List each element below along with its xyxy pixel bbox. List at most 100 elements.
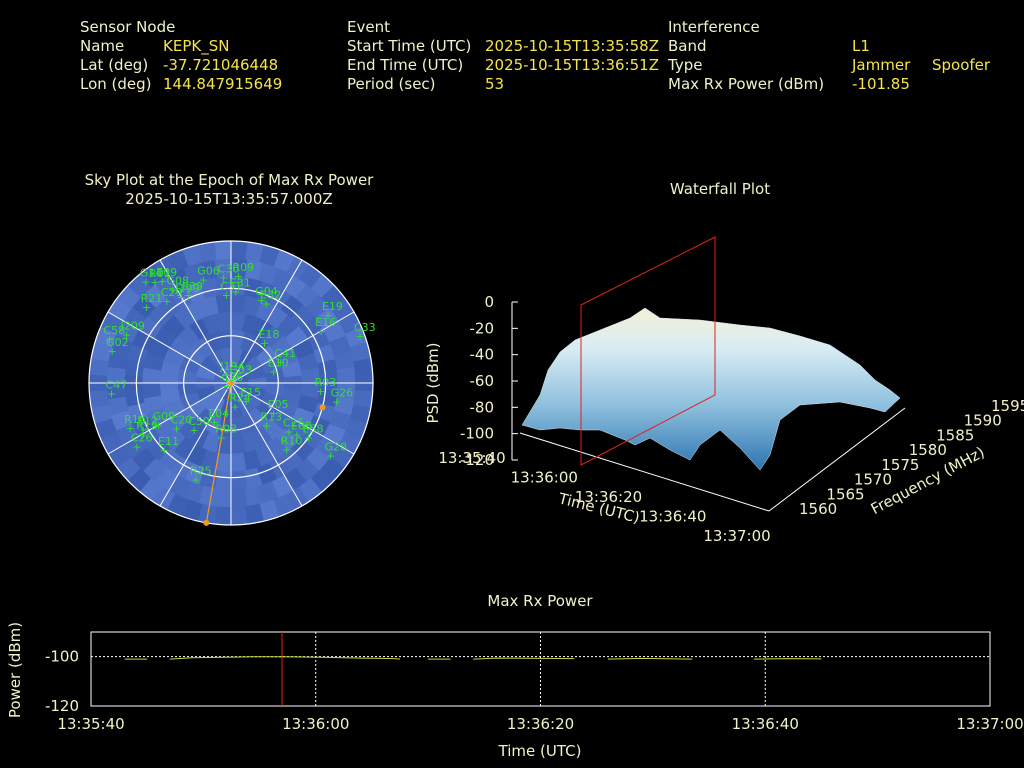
satellite-label: G04 [255,285,278,298]
satellite-marker: + [172,423,181,436]
interference-band-value: L1 [852,37,870,55]
satellite-marker: + [234,270,243,283]
satellite-marker: + [189,424,198,437]
waterfall-time-tick-label: 13:36:20 [575,488,642,506]
satellite-marker: + [177,291,186,304]
skyplot-tile [89,358,109,376]
interference-type-spoofer: Spoofer [932,56,991,74]
skyplot-tile [231,294,247,314]
maxrx-series-segment [753,658,822,660]
skyplot-tile [258,262,279,285]
skyplot-tile [276,428,299,451]
satellite-marker: + [219,272,228,285]
skyplot-tile [218,399,231,419]
skyplot-tile [214,258,231,278]
satellite-marker: + [276,356,285,369]
skyplot-tile [231,417,245,437]
skyplot-tile [200,391,220,411]
satellite-marker: + [150,276,159,289]
skyplot-tile [256,345,278,366]
satellite-label: G14 [140,266,163,279]
skyplot-tile [215,452,231,472]
skyplot-max-point [203,519,210,526]
skyplot-tile [297,395,319,414]
satellite-label: E16 [315,316,336,329]
satellite-marker: + [199,273,208,286]
skyplot-tile [100,312,124,334]
skyplot-tile [147,304,171,328]
skyplot-tile [231,347,244,367]
skyplot-tile [91,404,112,424]
satellite-label: R24 [229,391,251,404]
skyplot-tile [178,325,200,348]
event-period-label: Period (sec) [347,75,436,93]
skyplot-tile [323,423,346,446]
satellite-label: C20 [171,414,193,427]
skyplot-tile [184,345,206,366]
waterfall-freq-tick-label: 1565 [826,485,864,503]
satellite-label: E19 [322,300,343,313]
skyplot-tile [124,359,145,377]
skyplot-tile [132,447,156,471]
skyplot-tile [131,329,155,351]
satellite-marker: + [257,294,266,307]
skyplot-spoke [230,311,355,384]
maxrx-x-tick-label: 13:36:00 [282,715,349,733]
satellite-marker: + [269,366,278,379]
skyplot-tile [107,350,129,370]
skyplot-tile [110,410,133,431]
satellite-label: E05 [268,398,289,411]
skyplot-spoke [159,382,232,507]
skyplot-tile [106,383,126,400]
satellite-label: R21 [141,292,163,305]
waterfall-freq-tick-label: 1580 [909,441,947,459]
skyplot-tile [231,367,247,383]
satellite-label: J209 [120,319,145,332]
skyplot-tile [182,244,203,267]
skyplot-tile [215,367,231,383]
skyplot-tile [202,313,220,335]
satellite-marker: + [222,289,231,302]
satellite-label: G28 [325,440,348,453]
skyplot-tile [329,410,352,431]
skyplot-tile [345,418,368,440]
skyplot-tile [273,249,295,272]
sensor-lat-label: Lat (deg) [80,56,149,74]
satellite-marker: + [168,283,177,296]
skyplot-tile [183,481,204,504]
skyplot-tile [196,365,216,380]
satellite-label: C25 [283,417,305,430]
satellite-label: R09 [232,261,254,274]
skyplot-tile [261,356,283,374]
satellite-marker: + [231,286,240,299]
skyplot-tile [231,488,248,508]
skyplot-tile [132,295,156,319]
satellite-marker: + [105,333,114,346]
skyplot-tile [215,383,231,399]
skyplot-tile [262,418,284,441]
skyplot-tile [147,438,171,462]
skyplot-tile [242,355,262,375]
satellite-label: C58 [103,324,125,337]
skyplot-tile [168,268,191,291]
skyplot-tile [244,259,264,281]
satellite-label: E10 [268,357,289,370]
skyplot-tile [242,313,260,335]
skyplot-tile [333,396,355,416]
satellite-label: E11 [158,435,179,448]
skyplot-spoke [230,382,355,455]
skyplot-tile [163,428,186,451]
satellite-label: C41 [274,347,296,360]
waterfall-title: Waterfall Plot [669,180,771,198]
skyplot-tile [329,335,352,356]
skyplot-spoke [159,259,232,384]
interference-max-label: Max Rx Power (dBm) [668,75,825,93]
satellite-marker: + [139,424,148,437]
skyplot-tile [184,400,206,421]
skyplot-tile [215,294,231,314]
skyplot-tile [158,295,182,318]
maxrx-y-tick-label: -120 [45,697,79,715]
skyplot-tile [173,306,196,329]
skyplot-tile [163,315,186,338]
